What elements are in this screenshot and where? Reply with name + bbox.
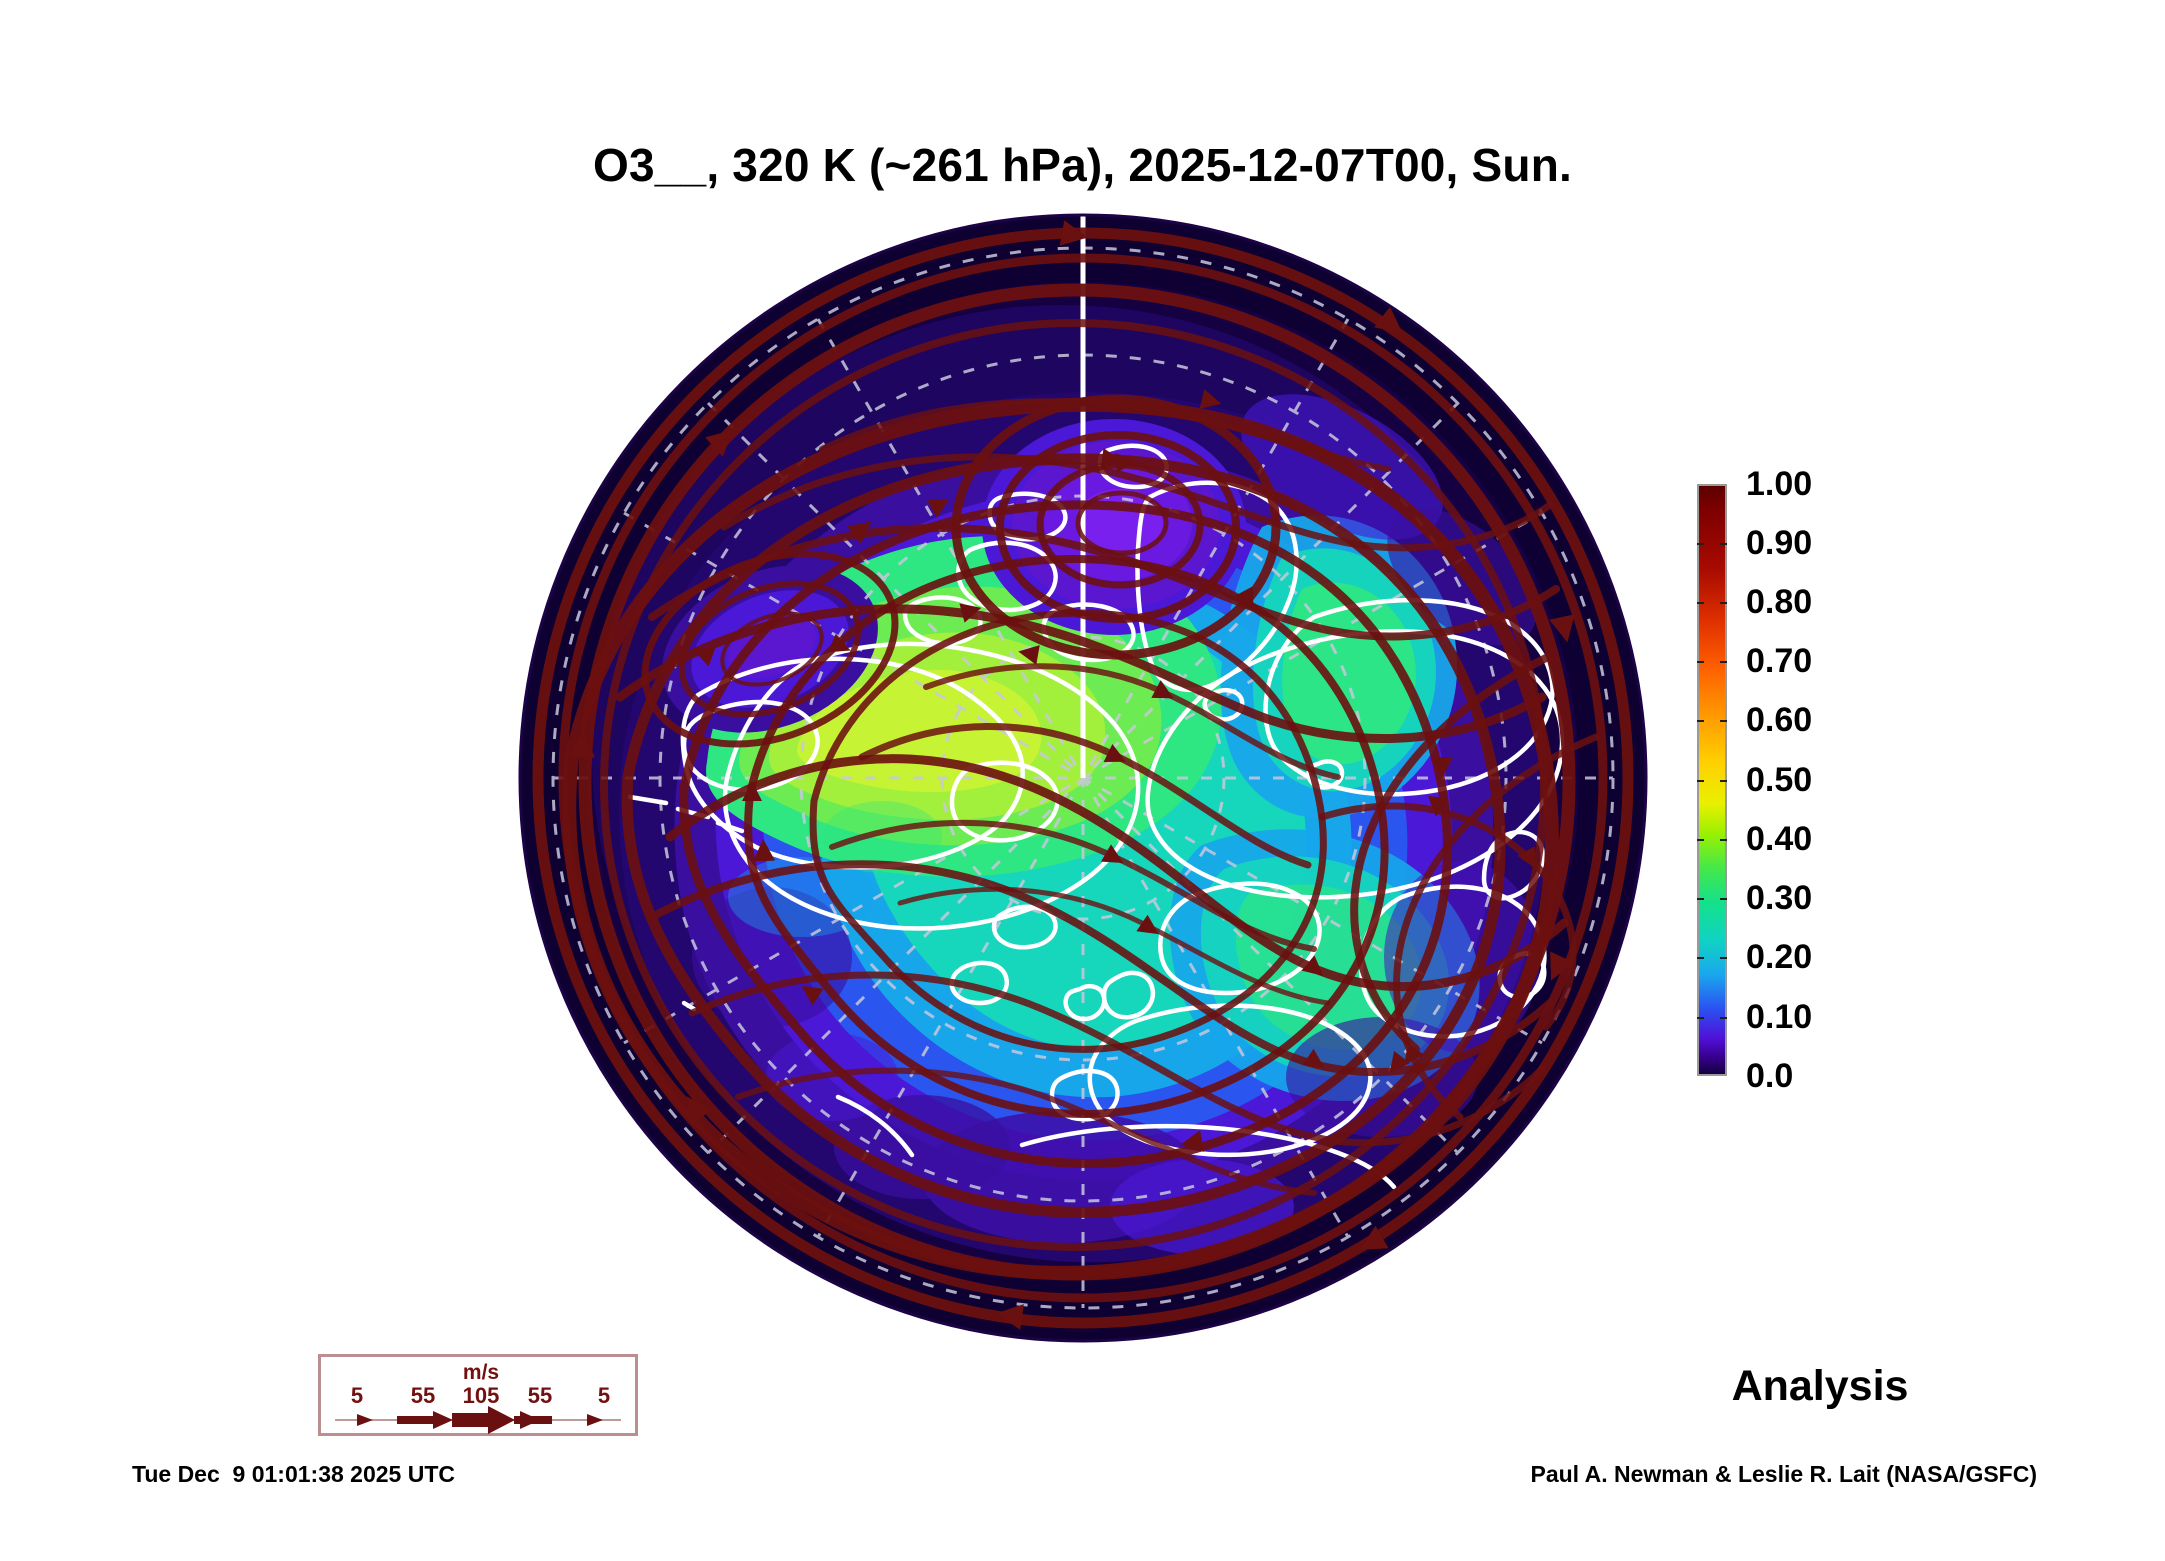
page-title: O3__, 320 K (~261 hPa), 2025-12-07T00, S…: [593, 139, 1572, 191]
wind-legend-value-4: 55: [527, 1383, 553, 1408]
ozone-field: [520, 215, 1646, 1341]
colorbar-tick-label-2: 0.90: [1746, 524, 1813, 562]
wind-legend-arrows: [335, 1406, 621, 1434]
colorbar-tick-label-8: 0.30: [1746, 879, 1813, 917]
footer-credit: Paul A. Newman & Leslie R. Lait (NASA/GS…: [1530, 1461, 2037, 1487]
analysis-label: Analysis: [1731, 1362, 1909, 1410]
wind-legend-value-1: 5: [350, 1383, 364, 1408]
colorbar-tick-label-6: 0.50: [1746, 761, 1813, 799]
colorbar-gradient: [1697, 484, 1727, 1076]
footer-timestamp: Tue Dec 9 01:01:38 2025 UTC: [132, 1461, 456, 1487]
colorbar-tick-label-4: 0.70: [1746, 642, 1813, 680]
colorbar-tick-label-1: 1.00: [1746, 465, 1813, 503]
colorbar: 1.00 0.90 0.80 0.70 0.60 0.50 0.40 0.30 …: [1690, 465, 1950, 1095]
wind-speed-legend: m/s 5 55 105 55 5: [318, 1354, 638, 1436]
wind-legend-units-label: m/s: [462, 1361, 500, 1384]
colorbar-tick-label-9: 0.20: [1746, 938, 1813, 976]
wind-legend-value-2: 55: [410, 1383, 436, 1408]
wind-legend-value-3: 105: [462, 1383, 500, 1408]
colorbar-tick-label-5: 0.60: [1746, 701, 1813, 739]
polar-stereographic-map: [502, 197, 1664, 1359]
globe-rim: [518, 213, 1648, 1343]
map-svg: [518, 213, 1648, 1343]
streamline-arrowheads: [569, 220, 1575, 1330]
wind-legend-value-5: 5: [597, 1383, 611, 1408]
colorbar-tick-label-10: 0.10: [1746, 998, 1813, 1036]
colorbar-tick-label-3: 0.80: [1746, 583, 1813, 621]
colorbar-tick-label-7: 0.40: [1746, 820, 1813, 858]
colorbar-tick-label-11: 0.0: [1746, 1057, 1794, 1095]
